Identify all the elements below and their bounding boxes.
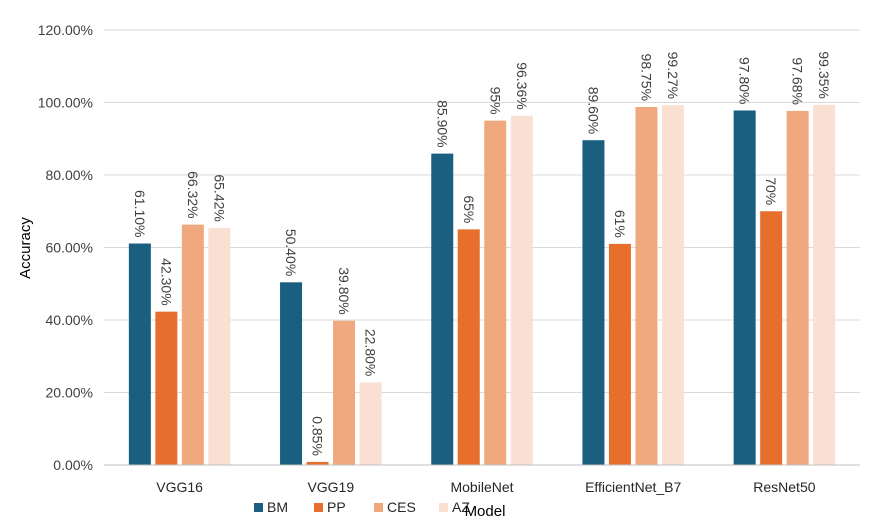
x-axis-title: Model [465,503,506,520]
bars [128,104,836,466]
data-label: 98.75% [638,54,654,101]
bar-az-vgg19 [359,382,382,465]
legend-label-pp: PP [327,499,346,515]
legend-swatch-az [439,503,448,512]
data-label: 99.35% [816,51,832,98]
bar-pp-vgg16 [155,311,178,465]
data-labels: 61.10% 42.30% 66.32% 65.42% 50.40% 0.85% 39.80… [132,51,832,456]
data-label: 85.90% [434,100,450,147]
data-label: 65.42% [211,174,227,221]
legend-swatch-bm [254,503,263,512]
bar-bm-resnet50 [733,110,756,465]
bar-az-mobilenet [510,115,533,465]
bar-ces-resnet50 [786,110,809,465]
legend: BM PP CES AZ [254,499,470,515]
bar-ces-mobilenet [484,120,507,465]
y-axis-title: Accuracy [17,217,34,279]
bar-ces-efficientnet_b7 [635,107,658,465]
y-tick-label: 120.00% [38,22,93,38]
data-label: 65% [461,195,477,223]
data-label: 42.30% [158,258,174,305]
data-label: 95% [487,87,503,115]
data-label: 61.10% [132,190,148,237]
bar-pp-vgg19 [306,461,329,465]
x-axis-categories: VGG16 VGG19 MobileNet EfficientNet_B7 ResNet… [156,479,815,495]
x-tick-label: EfficientNet_B7 [585,479,681,495]
y-tick-label: 100.00% [38,95,93,111]
bar-bm-vgg19 [280,282,303,465]
bar-pp-mobilenet [457,229,480,465]
data-label: 61% [612,210,628,238]
legend-label-az: AZ [452,499,470,515]
y-tick-label: 40.00% [46,312,93,328]
data-label: 22.80% [363,329,379,376]
data-label: 70% [763,177,779,205]
data-label: 96.36% [514,62,530,109]
y-axis-ticks: 0.00% 20.00% 40.00% 60.00% 80.00% 100.00% 120.… [38,22,93,473]
legend-swatch-ces [374,503,383,512]
x-tick-label: VGG16 [156,479,203,495]
y-tick-label: 20.00% [46,385,93,401]
x-tick-label: VGG19 [307,479,354,495]
x-tick-label: MobileNet [450,479,513,495]
bar-az-vgg16 [208,227,231,465]
data-label: 39.80% [336,267,352,314]
data-label: 50.40% [283,229,299,276]
data-label: 89.60% [585,87,601,134]
data-label: 97.80% [737,57,753,104]
data-label: 97.68% [790,57,806,104]
bar-az-efficientnet_b7 [661,105,684,466]
bar-bm-vgg16 [128,243,151,465]
bar-ces-vgg19 [333,320,356,465]
bar-bm-mobilenet [431,153,454,466]
y-tick-label: 0.00% [53,457,93,473]
data-label: 66.32% [185,171,201,218]
data-label: 99.27% [665,52,681,99]
y-tick-label: 80.00% [46,167,93,183]
legend-swatch-pp [314,503,323,512]
bar-ces-vgg16 [181,224,204,465]
bar-pp-efficientnet_b7 [608,243,631,465]
bar-bm-efficientnet_b7 [582,140,605,465]
y-tick-label: 60.00% [46,240,93,256]
bar-az-resnet50 [813,104,836,465]
legend-label-bm: BM [267,499,288,515]
bar-pp-resnet50 [760,211,783,465]
x-tick-label: ResNet50 [753,479,815,495]
legend-label-ces: CES [387,499,416,515]
data-label: 0.85% [310,416,326,456]
